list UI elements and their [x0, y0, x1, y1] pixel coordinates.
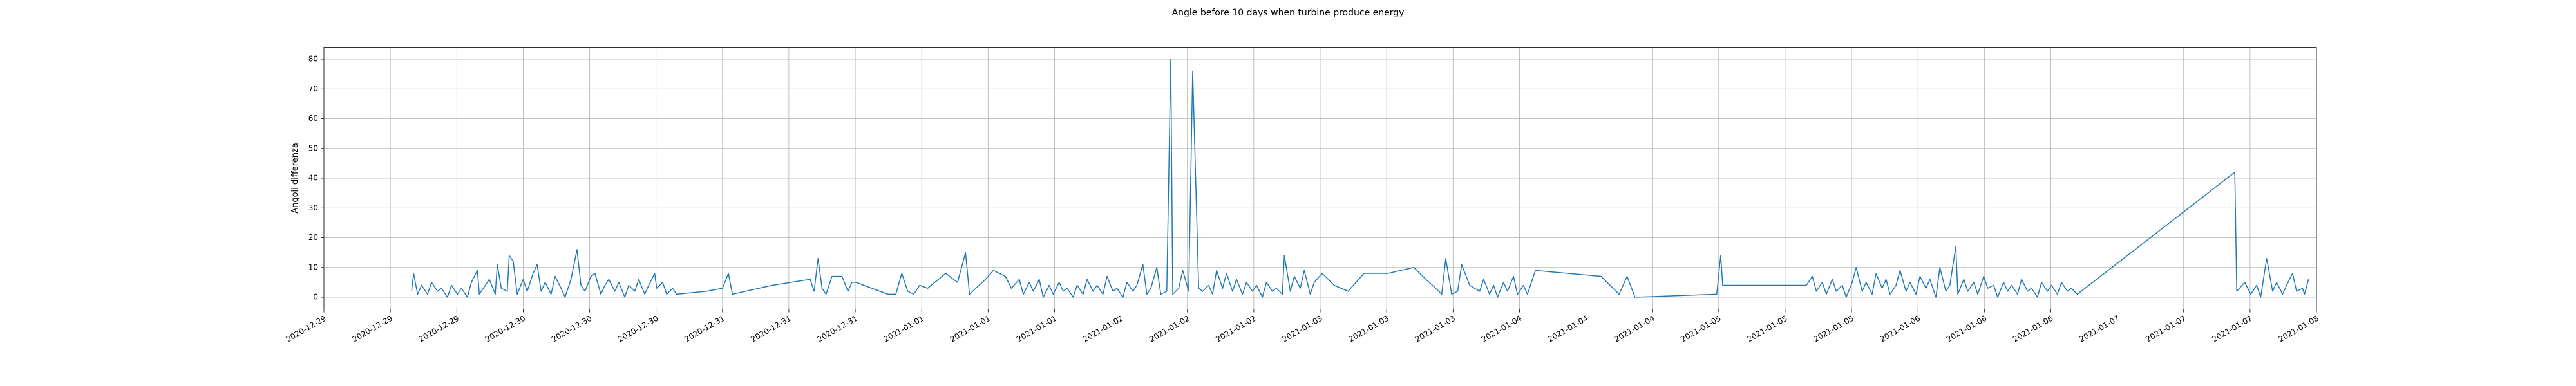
x-tick-label: 2021-01-03: [1347, 314, 1390, 344]
x-tick-label: 2021-01-06: [2011, 314, 2054, 344]
y-tick-label: 60: [308, 114, 318, 123]
x-tick-label: 2021-01-02: [1214, 314, 1257, 344]
y-tick-label: 50: [308, 143, 318, 152]
x-tick-label: 2021-01-03: [1414, 314, 1457, 344]
y-tick-label: 10: [308, 262, 318, 271]
x-tick-label: 2020-12-29: [284, 314, 327, 344]
y-tick-label: 20: [308, 233, 318, 242]
x-tick-label: 2021-01-05: [1812, 314, 1855, 344]
x-tick-label: 2021-01-04: [1546, 314, 1589, 344]
x-tick-label: 2020-12-29: [417, 314, 460, 344]
x-tick-label: 2021-01-06: [1945, 314, 1988, 344]
x-tick-label: 2021-01-01: [1015, 314, 1058, 344]
x-tick-label: 2020-12-30: [484, 314, 527, 344]
x-tick-label: 2021-01-02: [1148, 314, 1191, 344]
y-tick-label: 80: [308, 55, 318, 64]
chart-title: Angle before 10 days when turbine produc…: [1172, 8, 1405, 18]
y-tick-label: 0: [313, 293, 318, 302]
x-tick-label: 2021-01-04: [1480, 314, 1523, 344]
x-tick-label: 2021-01-05: [1745, 314, 1788, 344]
y-tick-label: 40: [308, 174, 318, 183]
plot-frame: [323, 47, 2317, 309]
x-tick-label: 2021-01-03: [1280, 314, 1323, 344]
x-tick-label: 2020-12-29: [351, 314, 394, 344]
y-axis-label: Angoli differenza: [290, 143, 300, 214]
y-tick-label: 30: [308, 203, 318, 212]
x-tick-label: 2021-01-08: [2277, 314, 2320, 344]
x-tick-label: 2020-12-31: [749, 314, 792, 344]
x-tick-label: 2020-12-30: [550, 314, 593, 344]
x-tick-label: 2021-01-07: [2144, 314, 2187, 344]
x-tick-label: 2020-12-31: [816, 314, 859, 344]
x-tick-label: 2021-01-01: [949, 314, 992, 344]
x-tick-label: 2021-01-06: [1879, 314, 1922, 344]
x-tick-label: 2021-01-05: [1679, 314, 1722, 344]
x-tick-label: 2020-12-30: [616, 314, 659, 344]
x-tick-label: 2021-01-07: [2078, 314, 2121, 344]
x-tick-label: 2021-01-04: [1613, 314, 1656, 344]
x-tick-label: 2021-01-07: [2210, 314, 2253, 344]
y-tick-label: 70: [308, 84, 318, 93]
data-line: [411, 59, 2309, 298]
x-tick-label: 2021-01-01: [882, 314, 925, 344]
x-tick-label: 2021-01-02: [1081, 314, 1124, 344]
x-tick-label: 2020-12-31: [683, 314, 726, 344]
